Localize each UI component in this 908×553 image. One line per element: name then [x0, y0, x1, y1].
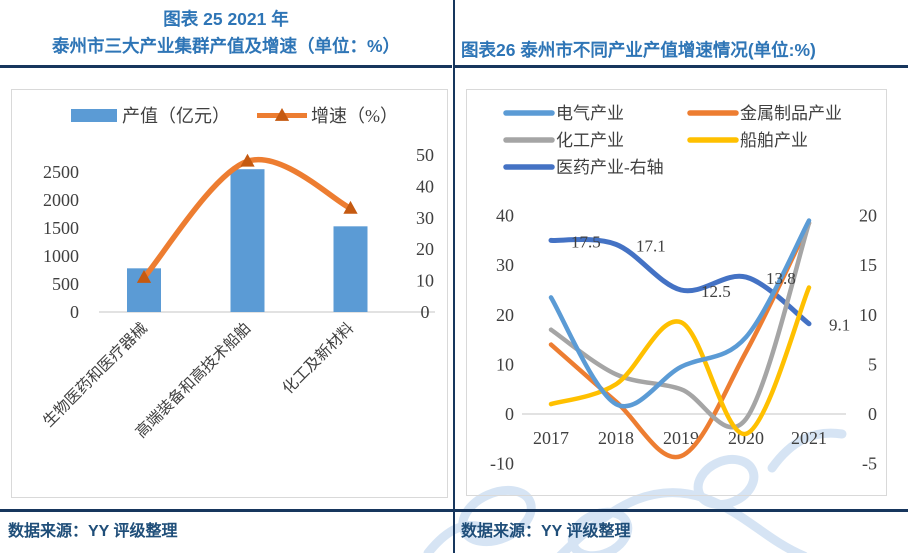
svg-text:500: 500 [52, 274, 79, 294]
svg-text:2000: 2000 [43, 190, 79, 210]
left-chart-title-line1: 图表 25 2021 年 [163, 9, 289, 29]
svg-text:12.5: 12.5 [701, 282, 731, 301]
svg-text:1500: 1500 [43, 218, 79, 238]
svg-text:50: 50 [416, 145, 434, 165]
svg-text:产值（亿元）: 产值（亿元） [122, 106, 230, 126]
svg-text:0: 0 [868, 404, 877, 424]
svg-text:10: 10 [859, 305, 877, 325]
svg-text:2019: 2019 [663, 428, 699, 448]
right-title-rule [455, 64, 908, 68]
growth-rate-line [136, 153, 358, 283]
svg-text:电气产业: 电气产业 [556, 104, 624, 123]
svg-text:金属制品产业: 金属制品产业 [740, 104, 842, 123]
svg-text:2018: 2018 [598, 428, 634, 448]
svg-text:30: 30 [496, 255, 514, 275]
right-source-label: 数据来源：YY 评级整理 [461, 523, 631, 540]
panel-divider [452, 0, 455, 553]
pharma-data-labels: 17.5 17.1 12.5 13.8 9.1 [571, 232, 850, 334]
svg-text:-10: -10 [490, 454, 514, 474]
series-line-4 [548, 237, 812, 327]
svg-text:化工及新材料: 化工及新材料 [279, 319, 357, 397]
left-source-label: 数据来源：YY 评级整理 [8, 523, 178, 540]
left-chart-box: 0 500 1000 1500 2000 2500 0 10 20 30 40 50 生物医药和医疗器械… [11, 89, 448, 503]
industry-cluster-combo-chart: 0 500 1000 1500 2000 2500 0 10 20 30 40 50 生物医药和医疗器械… [11, 89, 448, 498]
right-chart-box: -10 0 10 20 30 40 -5 0 5 10 15 20 2017 2018 2019 2020 20… [466, 89, 887, 501]
svg-text:5: 5 [868, 354, 877, 374]
svg-text:生物医药和医疗器械: 生物医药和医疗器械 [39, 319, 150, 430]
svg-text:船舶产业: 船舶产业 [740, 131, 808, 150]
svg-text:2021: 2021 [791, 428, 827, 448]
svg-text:增速（%）: 增速（%） [311, 106, 398, 126]
right-chart-title: 图表26 泰州市不同产业产值增速情况(单位:%) [461, 40, 816, 60]
svg-text:13.8: 13.8 [766, 269, 796, 288]
svg-text:1000: 1000 [43, 246, 79, 266]
series-line-3 [548, 285, 812, 437]
right-chart-axis-ticks: -10 0 10 20 30 40 -5 0 5 10 15 20 2017 2018 2019 2020 20… [490, 206, 877, 474]
left-chart-title: 图表 25 2021 年 泰州市三大产业集群产值及增速（单位：%） [0, 6, 452, 60]
svg-text:0: 0 [70, 302, 79, 322]
svg-text:40: 40 [416, 176, 434, 196]
svg-text:医药产业-右轴: 医药产业-右轴 [556, 158, 664, 177]
svg-text:17.1: 17.1 [636, 236, 666, 255]
output-value-bars [127, 169, 368, 312]
left-title-rule [0, 64, 452, 68]
svg-text:20: 20 [859, 206, 877, 226]
series-line-0 [548, 218, 812, 409]
series-line-2 [548, 220, 812, 430]
svg-text:-5: -5 [862, 454, 877, 474]
svg-text:2017: 2017 [533, 428, 569, 448]
svg-text:30: 30 [416, 208, 434, 228]
left-chart-axis-ticks: 0 500 1000 1500 2000 2500 0 10 20 30 40 50 [43, 145, 434, 322]
svg-text:2020: 2020 [728, 428, 764, 448]
svg-text:0: 0 [421, 302, 430, 322]
left-chart-title-line2: 泰州市三大产业集群产值及增速（单位：%） [51, 36, 401, 56]
svg-text:2500: 2500 [43, 162, 79, 182]
svg-text:20: 20 [416, 239, 434, 259]
series-line-1 [548, 220, 812, 460]
svg-text:化工产业: 化工产业 [556, 131, 624, 150]
svg-text:17.5: 17.5 [571, 232, 601, 251]
svg-text:15: 15 [859, 255, 877, 275]
svg-text:10: 10 [496, 354, 514, 374]
svg-text:10: 10 [416, 271, 434, 291]
svg-text:高端装备和高技术船舶: 高端装备和高技术船舶 [132, 319, 254, 441]
svg-text:20: 20 [496, 305, 514, 325]
svg-text:40: 40 [496, 206, 514, 226]
svg-text:9.1: 9.1 [829, 316, 850, 335]
left-chart-legend: 产值（亿元） 增速（%） [71, 106, 398, 126]
industry-growth-line-chart: -10 0 10 20 30 40 -5 0 5 10 15 20 2017 2018 2019 2020 20… [466, 89, 887, 496]
svg-text:0: 0 [505, 404, 514, 424]
